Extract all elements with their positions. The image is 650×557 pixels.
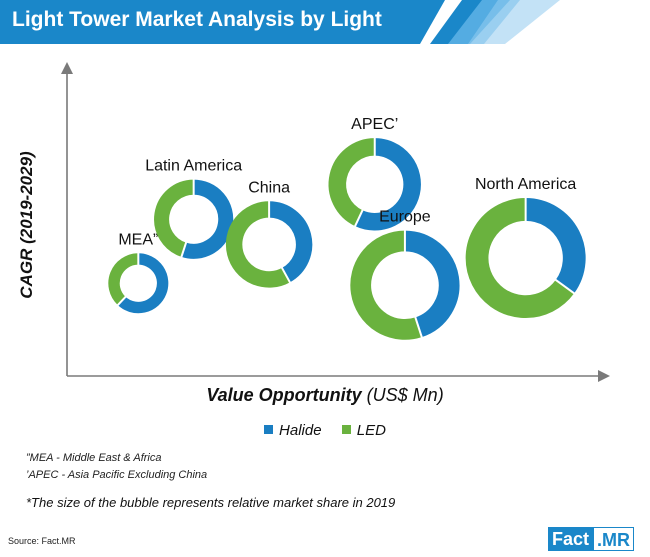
legend-label-halide: Halide xyxy=(279,422,322,439)
x-axis-label: Value Opportunity (US$ Mn) xyxy=(0,385,650,406)
legend-swatch-halide xyxy=(264,425,274,434)
donut-halide-latin-america xyxy=(181,179,234,259)
logo-part-mr: .MR xyxy=(593,527,635,551)
legend-item-halide: Halide xyxy=(264,422,322,439)
donut-separator-apec-1 xyxy=(353,208,364,228)
legend-swatch-led xyxy=(341,425,351,434)
donut-led-china xyxy=(225,201,290,288)
bubble-label-latin-america: Latin America xyxy=(145,158,242,175)
header-background xyxy=(0,0,560,44)
donut-halide-apec xyxy=(355,138,421,231)
donut-led-europe xyxy=(350,230,422,340)
header-banner: Light Tower Market Analysis by Light xyxy=(0,0,650,44)
donut-led-north-america xyxy=(465,198,575,319)
donut-halide-mea xyxy=(117,253,169,314)
y-axis-arrow xyxy=(61,62,73,74)
y-axis-label: CAGR (2019-2029) xyxy=(17,151,36,299)
footnote-mea: ”MEA - Middle East & Africa xyxy=(26,452,162,464)
legend-item-led: LED xyxy=(341,422,386,439)
donut-led-latin-america xyxy=(154,179,195,257)
donut-separator-mea-1 xyxy=(116,295,128,307)
donut-led-mea xyxy=(108,253,139,306)
bubble-label-china: China xyxy=(248,179,290,196)
legend: Halide LED xyxy=(0,422,650,439)
x-axis-label-unit: (US$ Mn) xyxy=(366,385,444,405)
bubble-label-north-america: North America xyxy=(475,176,576,193)
donut-separator-latin-america-1 xyxy=(180,241,188,259)
factmr-logo: Fact .MR xyxy=(548,527,635,551)
bubble-label-europe: Europe xyxy=(379,209,431,226)
legend-label-led: LED xyxy=(356,422,386,439)
donut-halide-europe xyxy=(404,230,460,338)
donut-separator-north-america-1 xyxy=(554,278,576,295)
bubble-chart: MEA” Latin America China APEC’ Europe North A… xyxy=(61,62,610,382)
donut-halide-china xyxy=(268,201,313,283)
page-title: Light Tower Market Analysis by Light xyxy=(12,8,382,31)
x-axis-arrow xyxy=(598,370,610,382)
x-axis-label-main: Value Opportunity xyxy=(206,385,362,405)
donut-separator-china-1 xyxy=(280,266,292,284)
source-text: Source: Fact.MR xyxy=(8,536,76,546)
donut-separator-europe-1 xyxy=(414,316,424,339)
donut-led-apec xyxy=(328,138,376,227)
footnote-bubble-size: *The size of the bubble represents relat… xyxy=(26,495,396,510)
logo-part-fact: Fact xyxy=(548,527,594,551)
donut-halide-north-america xyxy=(525,198,586,294)
bubble-label-apec: APEC’ xyxy=(351,116,398,133)
bubble-label-mea: MEA” xyxy=(118,231,158,248)
footnote-apec: ’APEC - Asia Pacific Excluding China xyxy=(26,469,208,481)
